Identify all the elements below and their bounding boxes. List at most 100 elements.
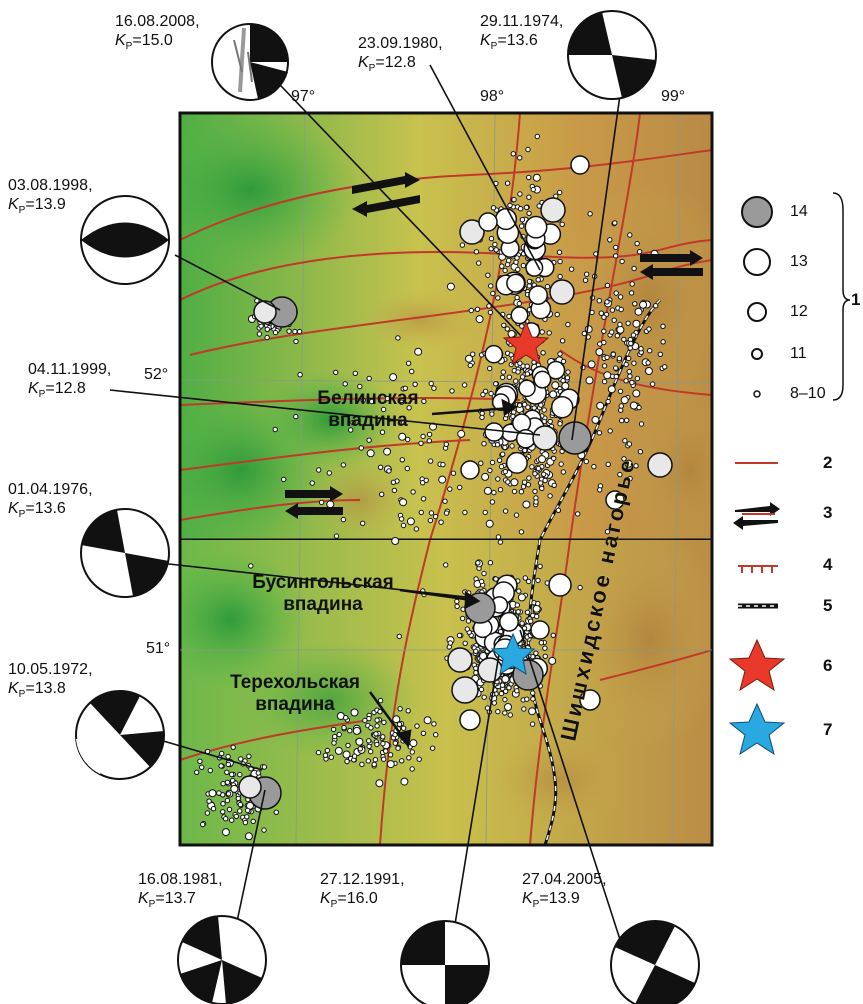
epicenter-dot [515, 369, 521, 375]
epicenter-dot [607, 428, 613, 434]
epicenter-dot [539, 485, 545, 492]
epicenter-dot [534, 613, 540, 620]
epicenter-dot [387, 752, 394, 758]
epicenter-dot [490, 205, 497, 211]
epicenter-dot [625, 320, 631, 326]
epicenter-dot [224, 769, 230, 775]
epicenter-dot [537, 563, 543, 569]
quake-label-1999: 04.11.1999, KP=12.8 [28, 361, 112, 401]
epicenter-dot [627, 475, 633, 482]
topographic-map [180, 113, 712, 540]
epicenter-dot [244, 832, 253, 841]
quake-date: 04.11.1999, [28, 361, 112, 378]
epicenter-dot [478, 460, 484, 466]
epicenter-dot [194, 769, 200, 775]
epicenter-dot [560, 469, 567, 475]
epicenter-dot [568, 266, 575, 272]
epicenter-dot [522, 500, 531, 509]
quake-label-1998: 03.08.1998, KP=13.9 [8, 177, 93, 217]
epicenter-dot [518, 529, 525, 535]
epicenter-dot [557, 189, 563, 196]
epicenter-dot [622, 438, 628, 444]
epicenter-dot [502, 696, 508, 703]
busingolskaya-line-1: Бусингольская [252, 572, 394, 593]
epicenter-dot [377, 709, 383, 715]
epicenter-dot [629, 281, 635, 287]
epicenter-dot [585, 376, 594, 385]
epicenter-dot [506, 685, 512, 691]
epicenter-dot [322, 752, 329, 758]
epicenter-dot [515, 266, 521, 273]
epicenter-dot [332, 733, 338, 740]
quake-date: 01.04.1976, [8, 481, 93, 498]
epicenter-dot [550, 632, 556, 638]
epicenter-dot [629, 401, 638, 410]
epicenter-dot [619, 258, 625, 265]
epicenter-dot [504, 703, 512, 711]
epicenter-dot [529, 721, 536, 727]
epicenter-dot [414, 723, 420, 729]
epicenter-dot [272, 329, 279, 336]
quake-date: 29.11.1974, [480, 13, 564, 30]
epicenter-dot [630, 332, 637, 338]
quake-label-1972: 10.05.1972, KP=13.8 [8, 661, 93, 701]
epicenter-dot [533, 650, 539, 656]
blue-star-marker [490, 632, 536, 676]
epicenter-dot [490, 290, 496, 297]
epicenter-dot [487, 467, 493, 474]
legend-code-4: 4 [823, 555, 833, 574]
epicenter-dot [523, 204, 530, 211]
epicenter-dot [324, 747, 331, 754]
epicenter-dot [559, 338, 566, 344]
epicenter-dot [347, 728, 353, 734]
epicenter-dot [225, 791, 232, 797]
epicenter-dot [246, 753, 252, 759]
focal-mechanism-2008 [211, 23, 289, 101]
epicenter-dot [374, 717, 380, 723]
epicenter-dot [486, 303, 492, 309]
epicenter-dot [315, 749, 322, 756]
epicenter-dot [524, 363, 530, 369]
epicenter-dot [634, 307, 643, 316]
epicenter-dot [526, 210, 532, 217]
k-symbol: K [8, 196, 19, 213]
epicenter-dot [459, 615, 466, 622]
epicenter-dot [601, 378, 608, 385]
epicenter-dot [219, 750, 225, 757]
epicenter-dot [613, 365, 619, 371]
epicenter-dot [509, 443, 515, 449]
k-symbol: K [320, 890, 331, 907]
k-symbol: K [138, 890, 149, 907]
epicenter-dot [551, 381, 560, 390]
k-symbol: K [115, 32, 126, 49]
epicenter-dot [224, 779, 231, 785]
epicenter-dot [199, 764, 205, 770]
epicenter-dot [476, 260, 482, 266]
epicenter-dot [560, 358, 567, 365]
epicenter-dot [498, 690, 505, 697]
quake-label-1976: 01.04.1976, KP=13.6 [8, 481, 93, 521]
epicenter-dot [647, 348, 653, 354]
epicenter-dot [200, 821, 206, 828]
epicenter-dot [634, 375, 641, 382]
epicenter-dot [225, 753, 231, 760]
epicenter-dot [488, 390, 494, 397]
epicenter-dot [604, 354, 610, 361]
epicenter-dot [587, 360, 596, 369]
epicenter-dot [526, 578, 532, 585]
epicenter-dot [607, 237, 613, 243]
quake-k: 13.9 [548, 890, 580, 907]
epicenter-dot [557, 273, 563, 280]
epicenter-dot [596, 401, 605, 410]
epicenter-dot [626, 441, 633, 447]
epicenter-dot [601, 363, 608, 369]
epicenter-dot [286, 328, 292, 334]
epicenter-dot [226, 806, 233, 813]
legend-code-5: 5 [823, 596, 833, 615]
epicenter-dot [514, 255, 520, 261]
epicenter-dot [433, 732, 439, 738]
epicenter-dot [612, 220, 618, 226]
legend-code-1: 1 [851, 290, 861, 309]
epicenter-dot [537, 480, 544, 486]
